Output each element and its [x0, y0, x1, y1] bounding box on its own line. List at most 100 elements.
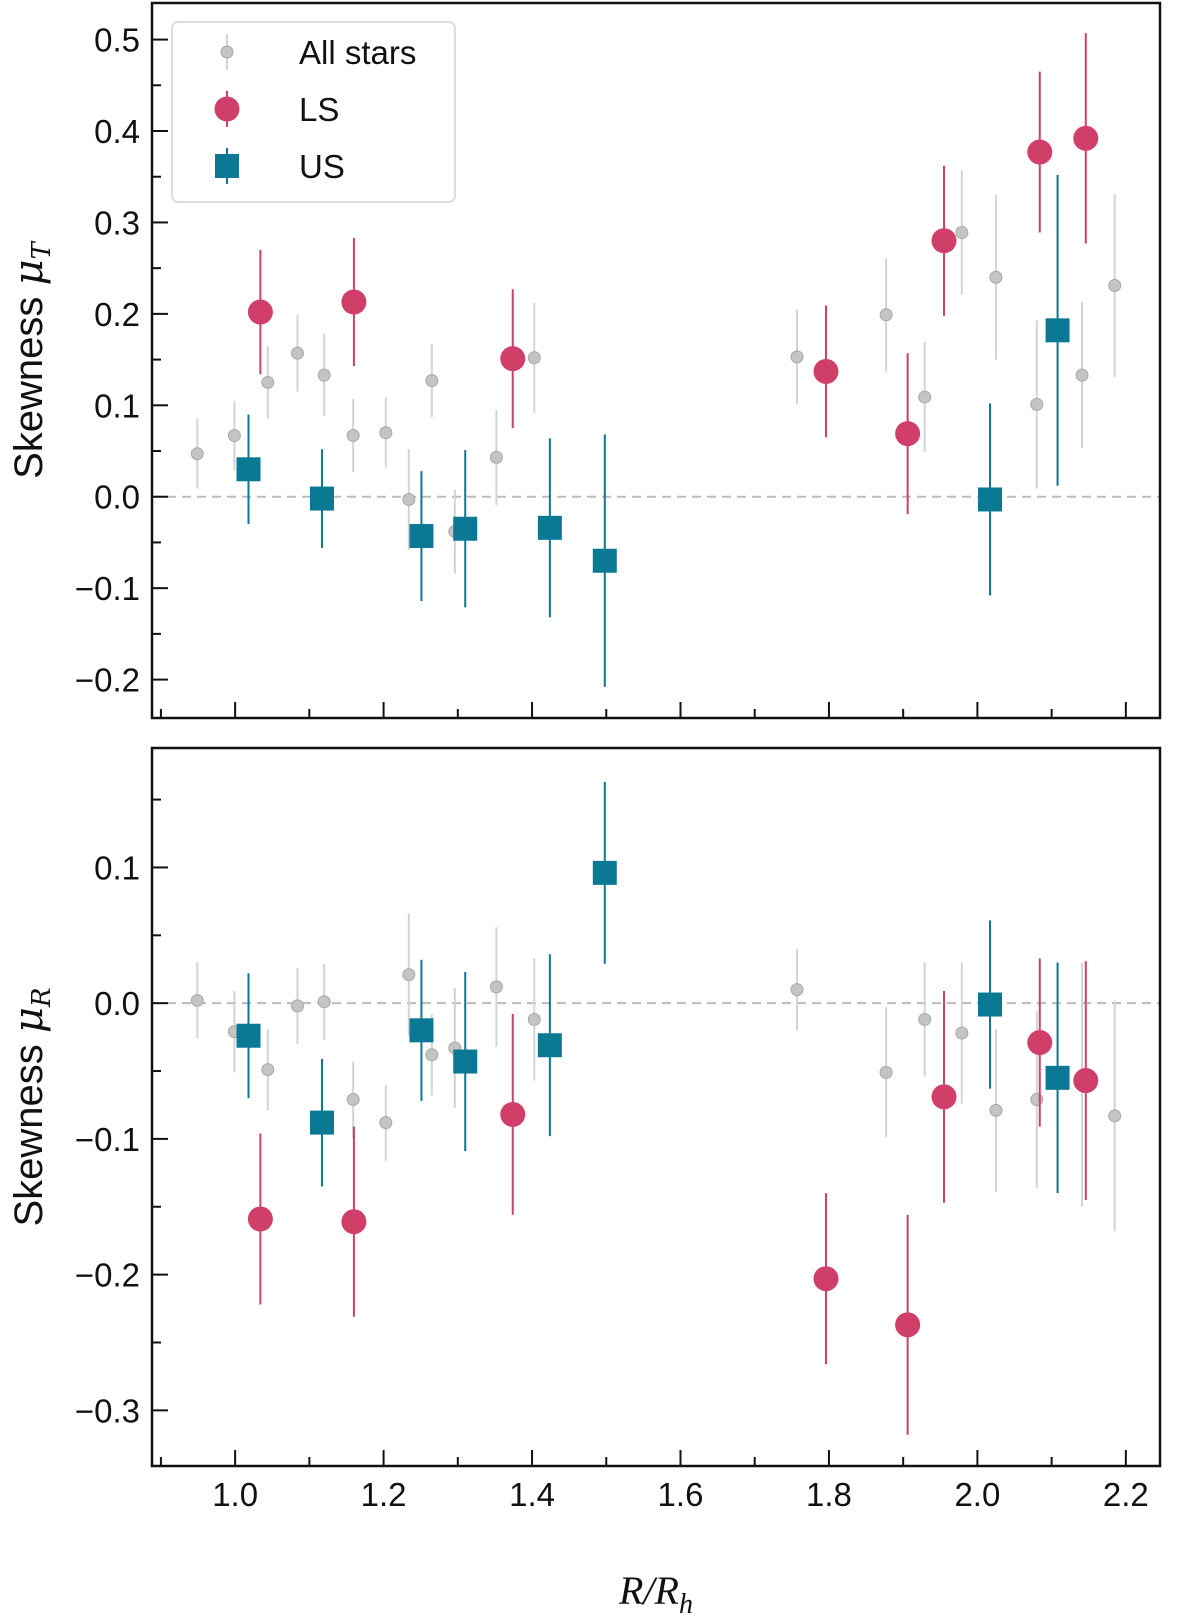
- data-point-ls: [931, 228, 957, 254]
- y-axis-label-subscript: R: [27, 988, 57, 1009]
- data-point-ls: [341, 289, 367, 315]
- legend-label: US: [299, 148, 345, 185]
- series-us: [236, 174, 1070, 687]
- series-ls: [247, 33, 1099, 515]
- legend-marker-ls: [214, 96, 240, 122]
- y-axis-label: Skewness μT: [6, 240, 57, 478]
- data-point-us: [309, 1110, 334, 1135]
- series-all-stars: [190, 170, 1122, 574]
- data-point-ls: [895, 421, 921, 447]
- data-point-all-stars: [425, 1048, 439, 1062]
- y-axis-label-text: Skewness: [7, 285, 51, 478]
- data-point-all-stars: [489, 450, 503, 464]
- data-point-all-stars: [1108, 279, 1122, 293]
- data-point-ls: [247, 1206, 273, 1232]
- y-axis-label: Skewness μR: [6, 988, 57, 1227]
- y-tick-label: −0.1: [75, 570, 140, 607]
- data-point-all-stars: [790, 983, 804, 997]
- data-point-all-stars: [955, 225, 969, 239]
- y-tick-label: −0.2: [75, 662, 140, 699]
- data-point-us: [537, 515, 562, 540]
- y-tick-label: 0.4: [94, 113, 140, 150]
- data-point-all-stars: [402, 492, 416, 506]
- legend-marker-all-stars: [220, 45, 234, 59]
- y-axis-label-subscript: T: [27, 240, 57, 259]
- data-point-all-stars: [317, 995, 331, 1009]
- data-point-all-stars: [790, 350, 804, 364]
- data-point-all-stars: [261, 1063, 275, 1077]
- data-point-all-stars: [402, 968, 416, 982]
- data-point-all-stars: [879, 1065, 893, 1079]
- data-point-all-stars: [190, 993, 204, 1007]
- y-tick-label: 0.3: [94, 204, 140, 241]
- data-point-ls: [500, 1101, 526, 1127]
- data-point-all-stars: [317, 368, 331, 382]
- data-point-all-stars: [290, 346, 304, 360]
- data-point-all-stars: [918, 390, 932, 404]
- legend-marker-us: [215, 154, 239, 178]
- data-point-ls: [931, 1084, 957, 1110]
- data-point-us: [453, 516, 478, 541]
- y-tick-label: 0.0: [94, 479, 140, 516]
- data-point-ls: [813, 358, 839, 384]
- legend-label: All stars: [299, 34, 416, 71]
- y-tick-label: 0.1: [94, 849, 140, 886]
- data-point-us: [409, 1018, 434, 1043]
- y-tick-label: 0.2: [94, 296, 140, 333]
- data-point-us: [1045, 1065, 1070, 1090]
- data-point-us: [236, 457, 261, 482]
- data-point-all-stars: [1108, 1109, 1122, 1123]
- legend-box: [171, 21, 456, 203]
- data-point-ls: [247, 299, 273, 325]
- y-tick-label: −0.2: [75, 1257, 140, 1294]
- y-tick-label: 0.5: [94, 22, 140, 59]
- data-point-ls: [813, 1266, 839, 1292]
- data-point-all-stars: [989, 1103, 1003, 1117]
- data-point-us: [409, 524, 434, 549]
- data-point-ls: [1073, 125, 1099, 151]
- plot-frame: [150, 1, 1162, 720]
- data-point-ls: [500, 346, 526, 372]
- legend-label: LS: [299, 91, 339, 128]
- data-point-all-stars: [346, 1093, 360, 1107]
- data-point-ls: [341, 1209, 367, 1235]
- data-point-us: [978, 487, 1003, 512]
- data-point-all-stars: [527, 1012, 541, 1026]
- data-point-all-stars: [261, 375, 275, 389]
- y-axis-label-text: Skewness: [7, 1033, 51, 1226]
- legend: All stars LS US: [171, 21, 456, 203]
- x-axis-label-text: R/R: [618, 1568, 679, 1613]
- data-point-us: [236, 1023, 261, 1048]
- data-point-us: [978, 992, 1003, 1017]
- x-tick-label: 1.2: [361, 1476, 407, 1513]
- data-point-all-stars: [918, 1012, 932, 1026]
- x-tick-label: 1.8: [806, 1476, 852, 1513]
- y-tick-label: 0.1: [94, 387, 140, 424]
- data-point-us: [1045, 318, 1070, 343]
- data-point-all-stars: [379, 1116, 393, 1130]
- series-us: [236, 781, 1070, 1194]
- series-all-stars: [190, 913, 1122, 1232]
- data-point-all-stars: [1030, 397, 1044, 411]
- x-tick-label: 1.0: [212, 1476, 258, 1513]
- data-point-all-stars: [489, 980, 503, 994]
- data-point-us: [309, 486, 334, 511]
- data-point-us: [537, 1033, 562, 1058]
- data-point-all-stars: [290, 999, 304, 1013]
- y-tick-label: −0.1: [75, 1121, 140, 1158]
- x-tick-label: 2.2: [1103, 1476, 1149, 1513]
- data-point-all-stars: [1030, 1093, 1044, 1107]
- series-ls: [247, 958, 1099, 1435]
- x-axis-label-subscript: h: [679, 1589, 693, 1616]
- plot-frame: [150, 746, 1162, 1468]
- y-axis-label-symbol: μ: [6, 1007, 52, 1033]
- data-point-ls: [1073, 1068, 1099, 1094]
- x-tick-label: 1.6: [658, 1476, 704, 1513]
- y-tick-label: −0.3: [75, 1392, 140, 1429]
- data-point-us: [453, 1049, 478, 1074]
- x-tick-label: 1.4: [509, 1476, 555, 1513]
- data-point-us: [592, 860, 617, 885]
- data-point-all-stars: [227, 428, 241, 442]
- data-point-us: [592, 548, 617, 573]
